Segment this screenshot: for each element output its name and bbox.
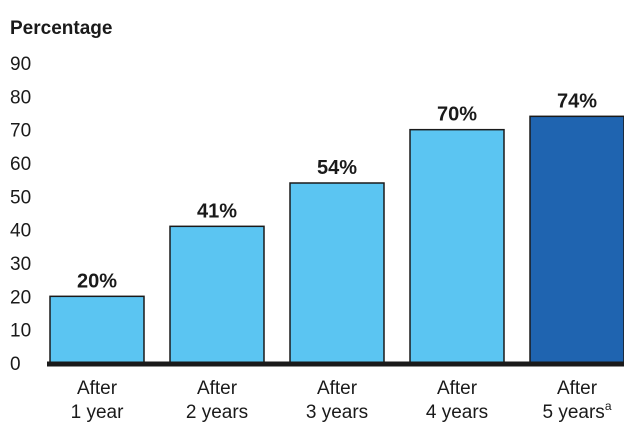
category-label-line1: After [437,378,478,399]
category-label-text: 1 year [71,402,124,423]
y-axis-ticks: 0 10 20 30 40 50 60 70 80 90 [10,54,31,375]
category-label-line1: After [197,378,238,399]
y-tick-label: 10 [10,321,31,342]
bars [49,115,624,364]
data-labels: 20% 41% 54% 70% 74% [77,90,597,292]
data-label: 54% [317,157,357,179]
bar [409,128,505,364]
category-label-line2: 4 years [426,402,488,423]
y-tick-label: 80 [10,87,31,108]
category-label-line1: After [77,378,118,399]
y-tick-label: 90 [10,54,31,75]
category-label-text: 2 years [186,402,248,423]
category-label-line2: 5 yearsa [543,399,612,423]
y-tick-label: 20 [10,287,31,308]
category-label-text: 3 years [306,402,368,423]
data-label: 74% [557,90,597,112]
category-label-line2: 2 years [186,402,248,423]
category-label-line2: 1 year [71,402,124,423]
category-label-line1: After [557,378,598,399]
y-tick-label: 0 [10,354,21,375]
category-label-text: 4 years [426,402,488,423]
data-label: 70% [437,104,477,126]
category-labels: After 1 year After 2 years After 3 years After… [71,378,612,423]
y-tick-label: 60 [10,154,31,175]
category-label-line2: 3 years [306,402,368,423]
y-axis-title: Percentage [10,18,112,39]
data-label: 41% [197,200,237,222]
category-label-line1: After [317,378,358,399]
bar [529,115,624,364]
category-label-text: 5 years [543,402,605,423]
footnote-marker: a [605,399,612,413]
y-tick-label: 70 [10,121,31,142]
data-label: 20% [77,270,117,292]
y-tick-label: 40 [10,221,31,242]
bar [169,225,265,364]
y-tick-label: 30 [10,254,31,275]
bar [49,295,145,364]
y-tick-label: 50 [10,187,31,208]
bar [289,182,385,364]
